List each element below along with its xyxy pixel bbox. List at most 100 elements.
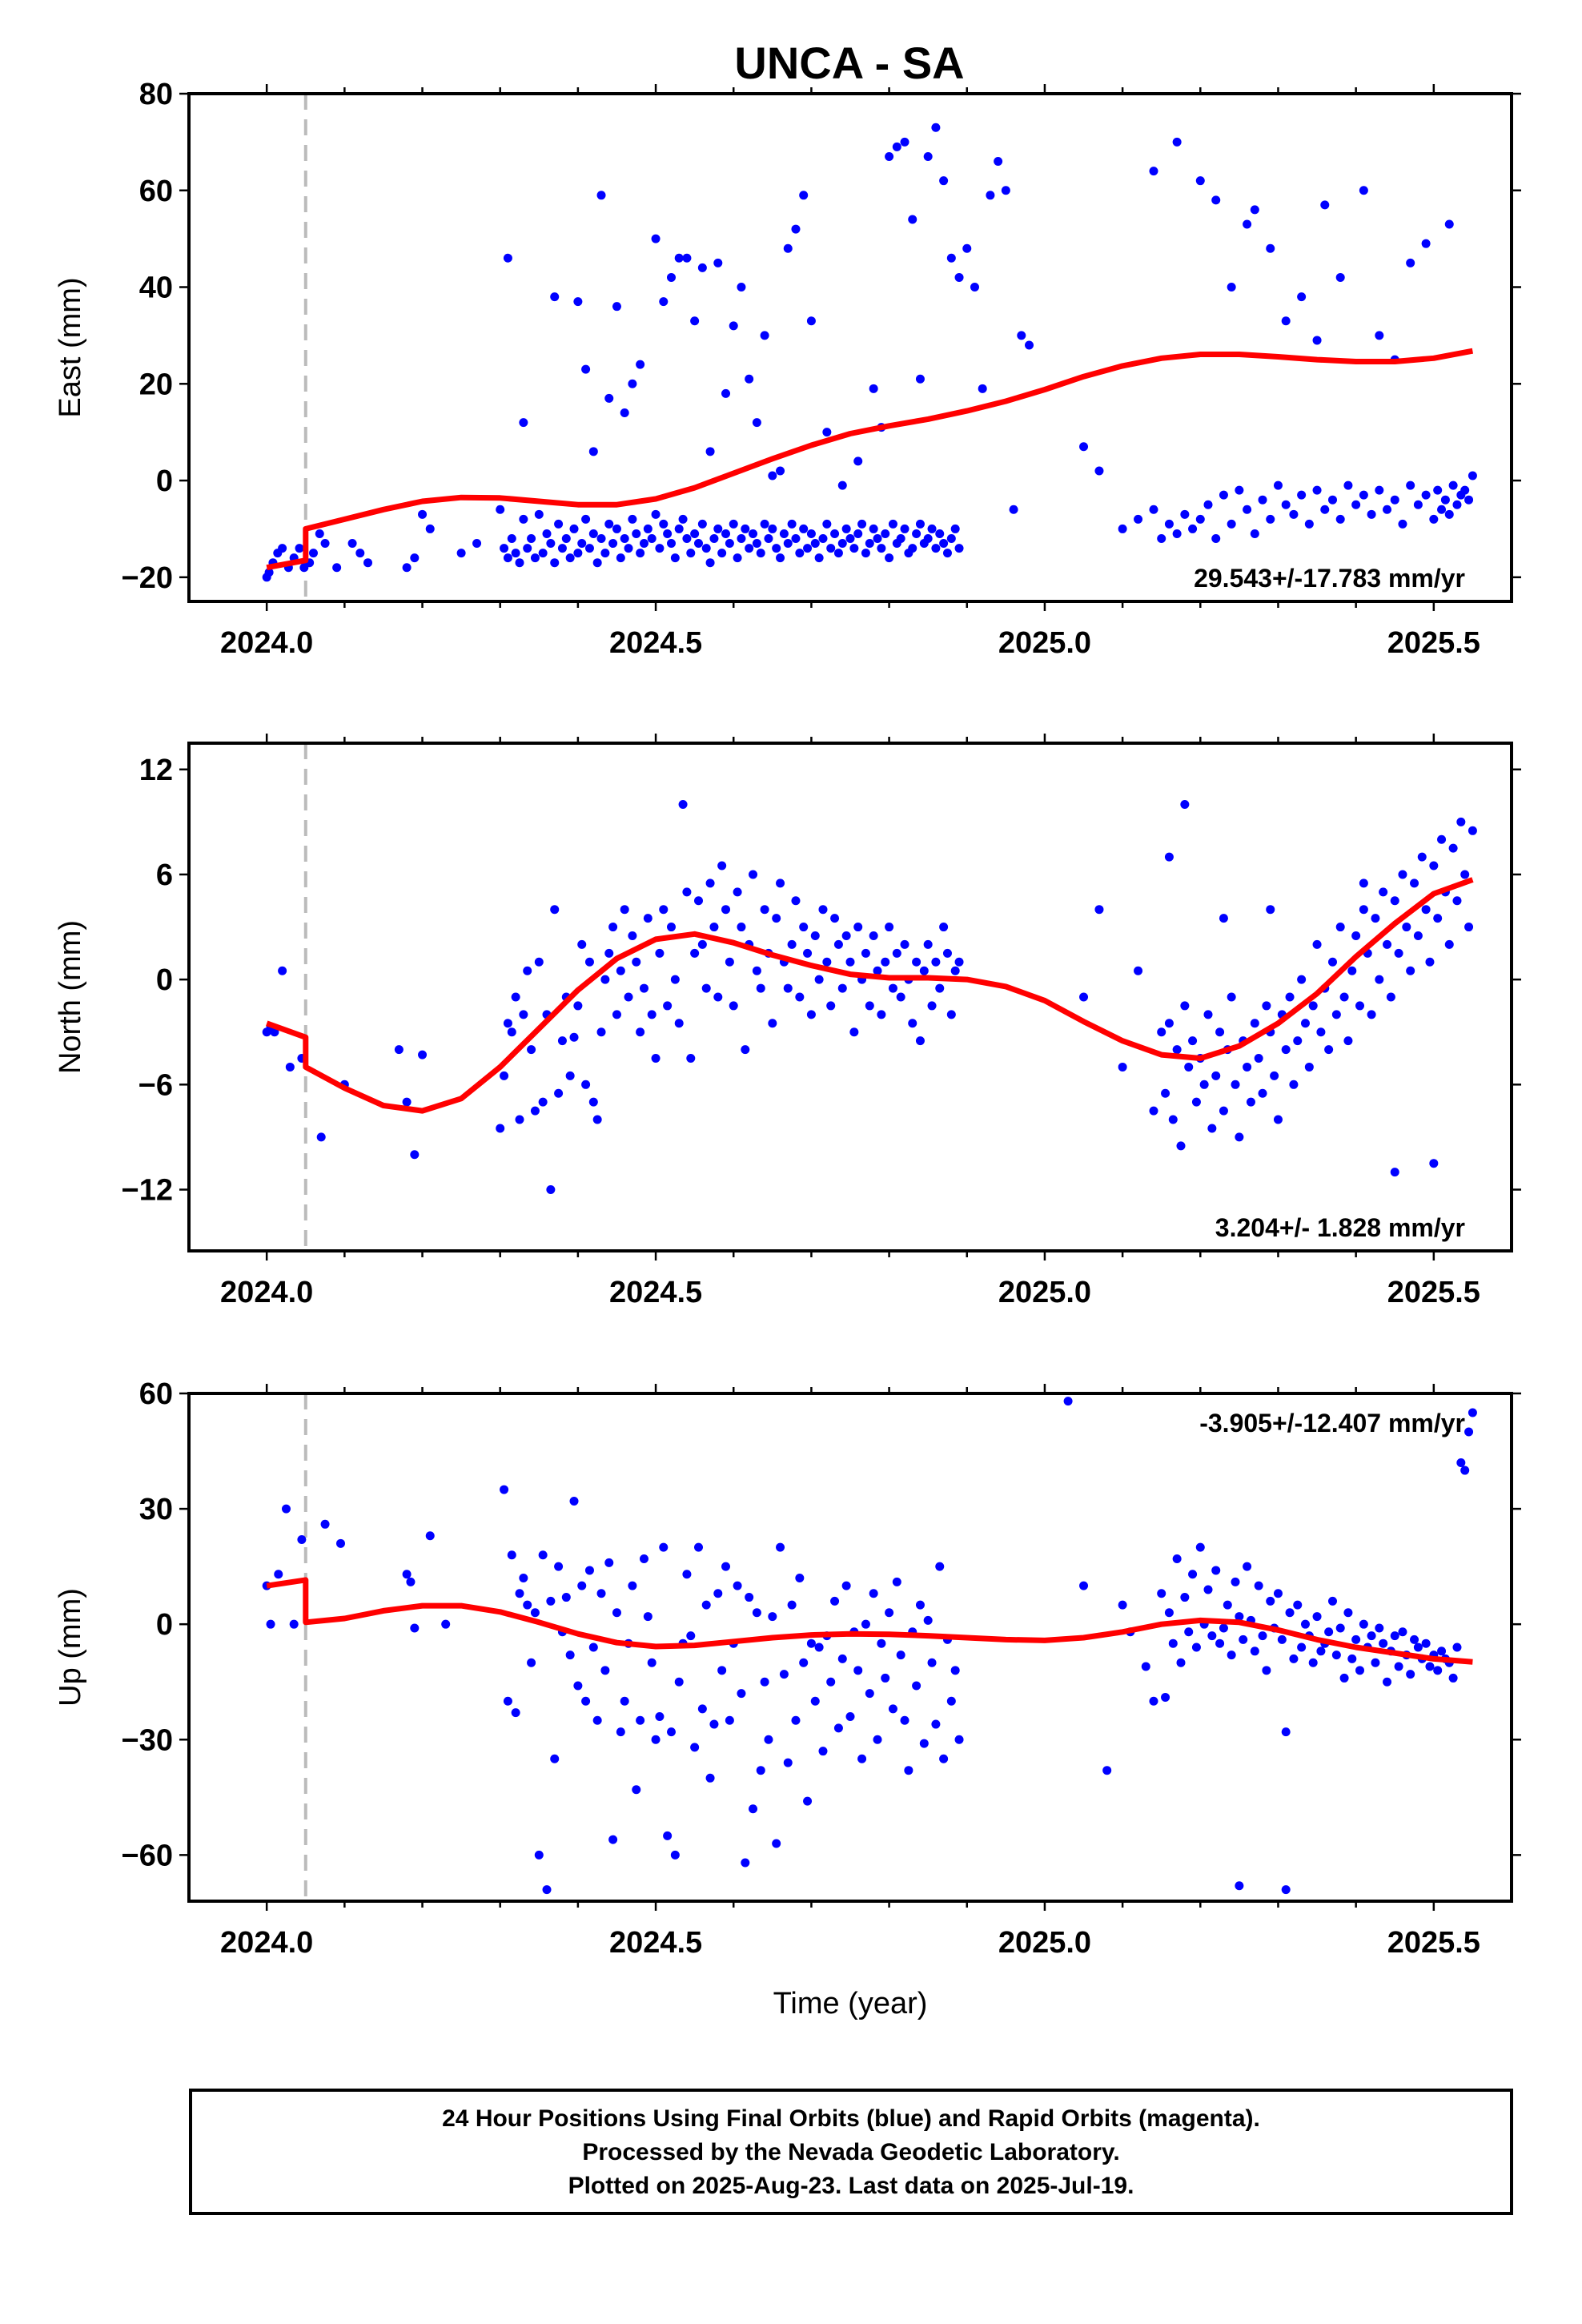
data-point: [877, 1638, 886, 1648]
data-point: [865, 539, 874, 549]
scatter-series: [262, 1397, 1477, 1895]
data-point: [725, 539, 734, 549]
data-point: [1266, 905, 1275, 915]
data-point: [542, 1885, 552, 1895]
data-point: [308, 549, 318, 558]
x-tick-label: 2025.0: [998, 1276, 1091, 1309]
y-tick-label: 60: [139, 175, 173, 208]
data-point: [760, 905, 769, 915]
data-point: [806, 316, 816, 326]
data-point: [1413, 1642, 1423, 1652]
data-point: [768, 471, 777, 480]
data-point: [814, 975, 824, 984]
data-point: [1141, 1662, 1150, 1671]
data-point: [1448, 1673, 1458, 1683]
data-point: [1406, 258, 1415, 267]
data-point: [410, 1623, 420, 1633]
data-point: [1262, 1001, 1271, 1011]
data-point: [939, 923, 949, 932]
data-point: [624, 992, 633, 1002]
data-point: [741, 524, 750, 533]
data-point: [600, 1666, 610, 1675]
data-point: [912, 957, 921, 967]
data-point: [877, 1010, 886, 1019]
data-point: [527, 1658, 536, 1667]
data-point: [1250, 529, 1259, 538]
data-point: [1227, 992, 1236, 1002]
data-point: [538, 1097, 548, 1107]
data-point: [584, 957, 594, 967]
data-point: [612, 524, 621, 533]
data-point: [1383, 505, 1392, 514]
data-point: [713, 258, 723, 267]
data-point: [1359, 186, 1368, 195]
data-point: [569, 1032, 579, 1042]
data-point: [1273, 1589, 1283, 1598]
data-point: [534, 957, 544, 967]
data-point: [674, 1019, 684, 1028]
data-point: [1379, 887, 1388, 897]
data-point: [1421, 239, 1431, 248]
data-point: [896, 992, 905, 1002]
data-point: [1452, 896, 1462, 906]
data-point: [530, 1106, 540, 1116]
data-point: [1375, 1623, 1384, 1633]
y-axis-label: North (mm): [54, 920, 87, 1074]
data-point: [1281, 500, 1291, 509]
data-point: [1351, 1634, 1361, 1644]
data-point: [799, 1658, 809, 1667]
data-point: [900, 137, 909, 147]
data-point: [881, 1673, 890, 1683]
data-point: [1258, 495, 1267, 505]
data-point: [1277, 1634, 1287, 1644]
data-point: [581, 1080, 591, 1089]
data-point: [581, 1696, 591, 1706]
data-point: [550, 1754, 560, 1763]
y-tick-label: 40: [139, 271, 173, 305]
data-point: [523, 1600, 532, 1610]
data-point: [441, 1619, 451, 1629]
data-point: [733, 887, 742, 897]
data-point: [701, 1600, 711, 1610]
data-point: [1191, 1097, 1201, 1107]
data-point: [721, 529, 731, 538]
y-tick-label: 0: [156, 1608, 173, 1642]
data-point: [799, 191, 809, 200]
data-point: [733, 553, 742, 563]
data-point: [869, 384, 878, 393]
x-tick-label: 2025.5: [1387, 1926, 1480, 1960]
data-point: [1258, 1088, 1267, 1098]
data-point: [592, 558, 602, 568]
data-point: [1312, 485, 1322, 495]
data-point: [881, 529, 890, 538]
data-point: [546, 1184, 556, 1194]
data-point: [826, 1001, 836, 1011]
data-point: [628, 514, 637, 524]
data-point: [639, 539, 648, 549]
data-point: [1180, 509, 1190, 519]
data-point: [1281, 1885, 1291, 1895]
data-point: [900, 1715, 909, 1725]
data-point: [853, 923, 863, 932]
data-point: [795, 549, 805, 558]
data-point: [670, 553, 680, 563]
data-point: [1433, 914, 1443, 923]
data-point: [1359, 490, 1368, 500]
data-point: [584, 1566, 594, 1575]
data-point: [803, 544, 813, 553]
data-point: [1211, 195, 1221, 205]
data-point: [655, 948, 665, 958]
data-point: [418, 509, 428, 519]
data-point: [776, 553, 785, 563]
data-point: [573, 1681, 583, 1691]
data-point: [592, 1715, 602, 1725]
data-point: [709, 1719, 719, 1729]
data-point: [604, 948, 614, 958]
data-point: [632, 957, 641, 967]
data-point: [709, 534, 719, 544]
data-point: [1211, 534, 1221, 544]
data-point: [908, 544, 917, 553]
data-point: [1239, 1634, 1248, 1644]
data-point: [565, 1071, 575, 1080]
data-point: [690, 529, 700, 538]
